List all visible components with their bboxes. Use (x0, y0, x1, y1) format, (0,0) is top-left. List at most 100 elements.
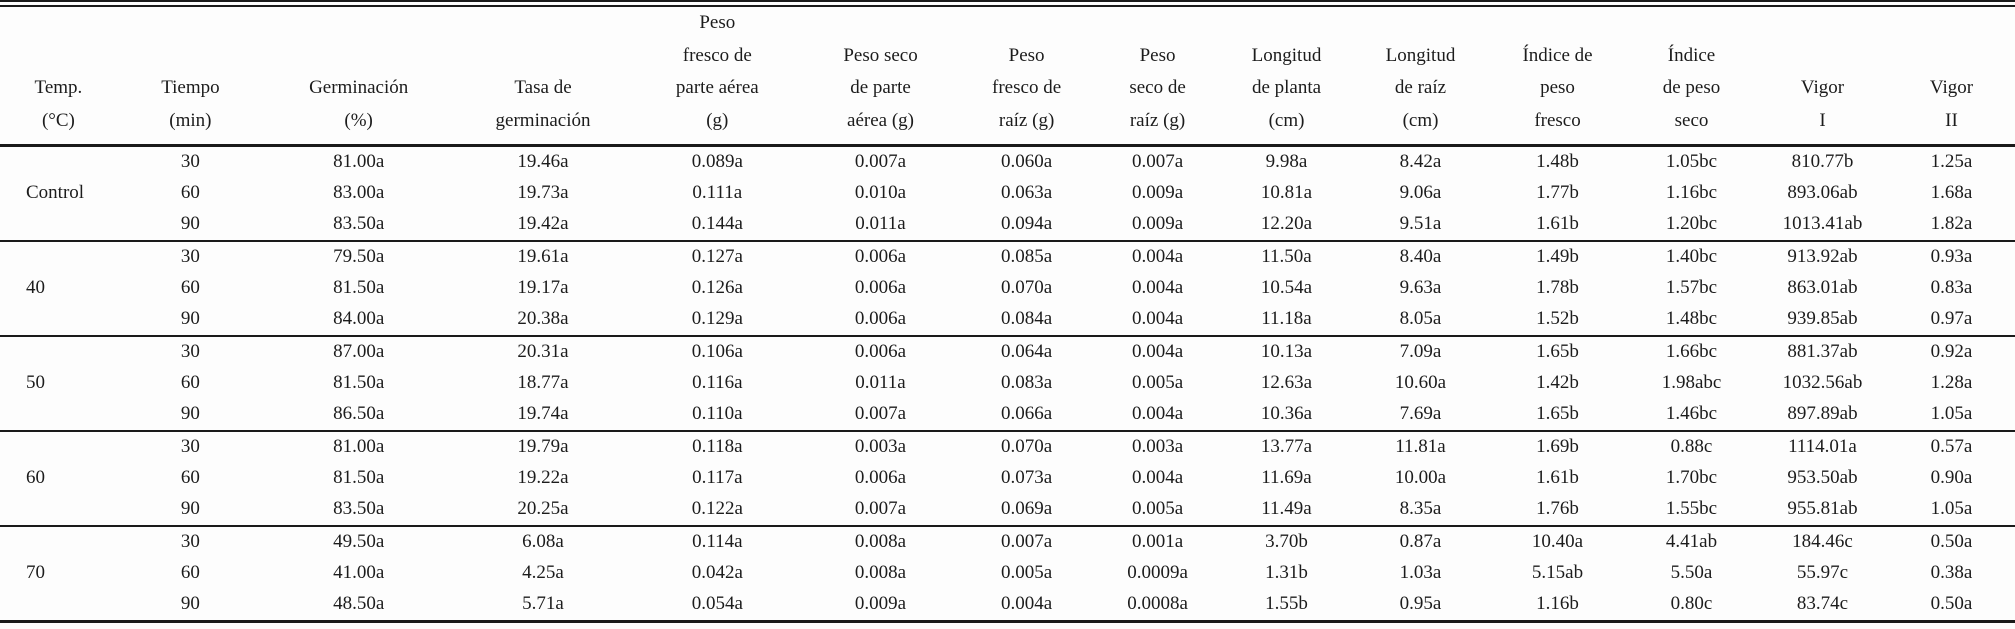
data-cell: 1.98abc (1661, 371, 1722, 393)
data-cell: 0.009a (1131, 181, 1184, 203)
data-cell: 1.66bc (1626, 334, 1757, 368)
data-cell: 3.70b (1221, 524, 1352, 558)
tiempo-cell: 90 (180, 212, 200, 234)
table-body: Control 30 81.00a 19.46a 0.089a 0.007a 0.060a 0… (0, 145, 2015, 622)
data-cell: 81.50a (333, 371, 385, 393)
data-cell: 1.65b (1489, 334, 1627, 368)
tiempo-cell: 90 (180, 402, 200, 424)
data-cell: 0.069a (1001, 497, 1053, 519)
data-cell: 5.15ab (1531, 561, 1584, 583)
data-cell: 0.006a (854, 276, 907, 298)
data-cell: 0.089a (691, 150, 743, 172)
data-cell: 1.46bc (1665, 402, 1718, 424)
data-cell: 1032.56ab (1782, 371, 1863, 393)
data-cell: 0.084a (1001, 307, 1053, 329)
data-cell: 79.50a (263, 239, 454, 273)
data-cell: 0.066a (1001, 402, 1053, 424)
column-header-indice-peso-fresco: Índice de peso fresco (1489, 3, 1627, 147)
data-cell: 0.004a (1131, 276, 1184, 298)
data-cell: 0.92a (1887, 334, 2015, 368)
data-cell: 0.004a (1001, 592, 1053, 614)
data-cell: 0.083a (1001, 371, 1053, 393)
data-cell: 0.88c (1626, 429, 1757, 463)
data-cell: 0.127a (632, 239, 802, 273)
tiempo-cell: 60 (180, 371, 200, 393)
data-cell: 1.49b (1489, 239, 1627, 273)
data-cell: 0.007a (854, 402, 907, 424)
table-row: 60 30 81.00a 19.79a 0.118a 0.003a 0.070a 0.003a… (0, 429, 2015, 526)
data-cell: 19.46a (517, 150, 569, 172)
tiempo-cell: 90 (180, 497, 200, 519)
data-cell: 0.114a (632, 524, 802, 558)
table-row: 60 41.00a 4.25a 0.042a 0.008a 0.005a 0.0009a 1.… (0, 558, 2015, 589)
data-cell: 7.09a (1352, 334, 1490, 368)
data-cell: 1.05a (1930, 497, 1973, 519)
tiempo-cell: 30 (116, 239, 264, 273)
data-cell: 0.116a (692, 371, 743, 393)
data-cell: 0.006a (854, 466, 907, 488)
table-row: 50 30 87.00a 20.31a 0.106a 0.006a 0.064a 0.004a… (0, 334, 2015, 431)
data-cell: 83.50a (333, 497, 385, 519)
data-cell: 0.009a (1131, 212, 1184, 234)
table-row: 60 81.50a 18.77a 0.116a 0.011a 0.083a 0.005a 12… (0, 368, 2015, 399)
tiempo-cell: 60 (180, 466, 200, 488)
tiempo-cell: 60 (180, 276, 200, 298)
data-cell: 20.31a (453, 334, 633, 368)
data-cell: 1.65b (1536, 402, 1579, 424)
data-cell: 1.05a (1930, 402, 1973, 424)
data-cell: 1.31b (1265, 561, 1308, 583)
data-cell: 55.97c (1796, 561, 1849, 583)
data-cell: 0.007a (854, 150, 907, 172)
data-cell: 1.48bc (1665, 307, 1718, 329)
data-cell: 0.094a (1001, 212, 1053, 234)
data-cell: 19.42a (517, 212, 569, 234)
data-cell: 1.20bc (1665, 212, 1718, 234)
data-cell: 0.004a (1131, 402, 1184, 424)
data-cell: 1013.41ab (1782, 212, 1863, 234)
data-cell: 8.42a (1399, 150, 1442, 172)
data-cell: 5.71a (522, 592, 564, 614)
data-cell: 0.070a (1001, 276, 1053, 298)
data-cell: 1.25a (1930, 150, 1973, 172)
data-cell: 0.126a (691, 276, 743, 298)
data-cell: 0.97a (1930, 307, 1973, 329)
data-cell: 7.69a (1399, 402, 1442, 424)
data-cell: 897.89ab (1787, 402, 1858, 424)
table-row: 90 48.50a 5.71a 0.054a 0.009a 0.004a 0.0008a 1.… (0, 589, 2015, 622)
data-cell: 1.61b (1536, 466, 1579, 488)
data-cell: 0.070a (959, 429, 1095, 463)
data-cell: 10.60a (1394, 371, 1447, 393)
data-cell: 0.003a (1094, 429, 1222, 463)
data-cell: 48.50a (333, 592, 385, 614)
data-cell: 913.92ab (1757, 239, 1888, 273)
data-cell: 19.22a (517, 466, 569, 488)
data-cell: 1.03a (1399, 561, 1442, 583)
temp-group-label: 40 (0, 239, 117, 336)
temp-group-label: 50 (0, 334, 117, 431)
data-cell: 84.00a (333, 307, 385, 329)
data-cell: 1.68a (1930, 181, 1973, 203)
data-cell: 19.79a (453, 429, 633, 463)
data-cell: 0.95a (1399, 592, 1442, 614)
column-header-longitud-planta: Longitud de planta (cm) (1221, 3, 1352, 147)
data-cell: 0.011a (855, 212, 906, 234)
data-cell: 12.20a (1260, 212, 1313, 234)
column-header-tiempo: Tiempo (min) (116, 3, 264, 147)
data-cell: 83.50a (333, 212, 385, 234)
data-cell: 6.08a (453, 524, 633, 558)
data-cell: 810.77b (1791, 150, 1854, 172)
data-cell: 20.38a (517, 307, 569, 329)
data-cell: 955.81ab (1787, 497, 1858, 519)
column-header-temp: Temp. (°C) (0, 3, 117, 147)
column-header-vigor-ii: Vigor II (1887, 3, 2015, 147)
data-cell: 0.004a (1094, 334, 1222, 368)
data-cell: 0.38a (1930, 561, 1973, 583)
data-cell: 18.77a (517, 371, 569, 393)
temp-group-label: Control (26, 181, 85, 203)
data-cell: 0.87a (1352, 524, 1490, 558)
data-cell: 0.054a (691, 592, 743, 614)
tiempo-cell: 90 (180, 592, 200, 614)
data-cell: 0.042a (691, 561, 743, 583)
data-cell: 4.41ab (1626, 524, 1757, 558)
data-cell: 1.61b (1536, 212, 1579, 234)
